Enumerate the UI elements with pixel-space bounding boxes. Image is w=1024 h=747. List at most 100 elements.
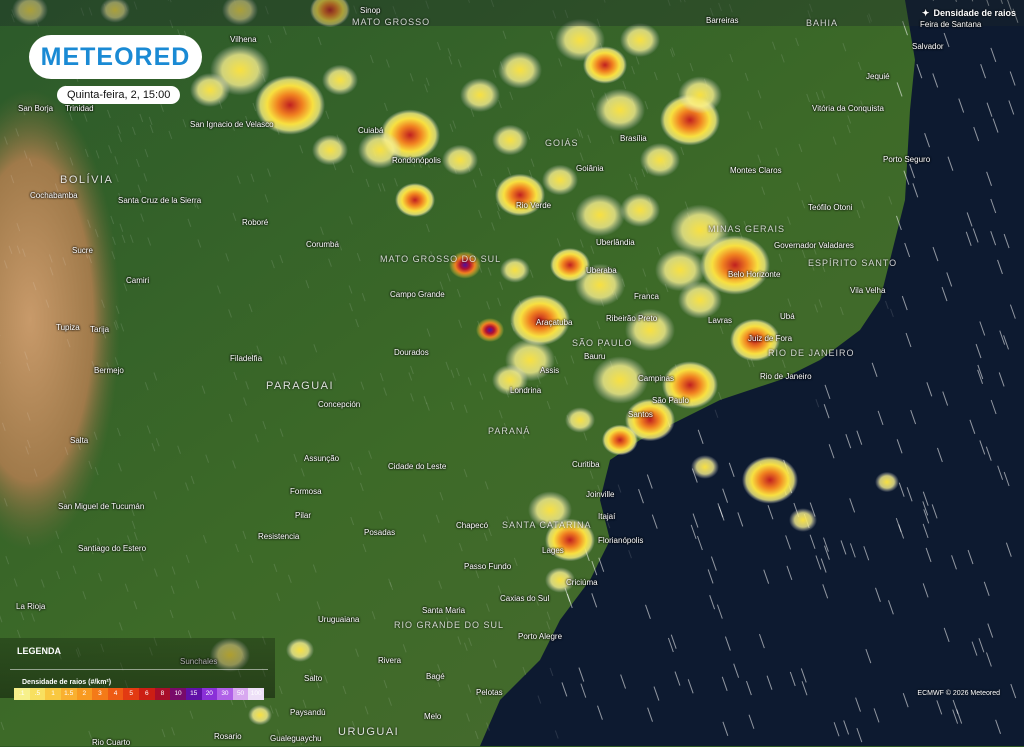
lightning-cell	[620, 193, 660, 227]
city-label: Vitória da Conquista	[812, 104, 884, 113]
city-label: Passo Fundo	[464, 562, 511, 571]
city-label: Franca	[634, 292, 659, 301]
city-label: Vila Velha	[850, 286, 885, 295]
city-label: Pilar	[295, 511, 311, 520]
forecast-time[interactable]: Quinta-feira, 2, 15:00	[57, 86, 180, 104]
top-bar	[0, 0, 1024, 26]
lightning-cell	[476, 318, 504, 342]
city-label: Ubá	[780, 312, 795, 321]
legend-divider	[10, 669, 268, 670]
lightning-cell	[492, 125, 528, 156]
city-label: Porto Alegre	[518, 632, 562, 641]
lightning-cell	[248, 705, 272, 725]
credit: ECMWF © 2026 Meteored	[917, 690, 1000, 697]
city-label: Jequié	[866, 72, 890, 81]
legend-subtitle: Densidade de raios (#/km²)	[22, 679, 111, 686]
legend-swatch: 100	[248, 688, 264, 700]
lightning-cell	[498, 51, 542, 88]
region-label: PARANÁ	[488, 426, 530, 436]
city-label: Bagé	[426, 672, 445, 681]
city-label: Sucre	[72, 246, 93, 255]
city-label: Cochabamba	[30, 191, 78, 200]
lightning-cell	[500, 257, 530, 283]
city-label: Sinop	[360, 6, 380, 15]
city-label: Brasília	[620, 134, 647, 143]
city-label: Uberaba	[586, 266, 617, 275]
legend-swatch: 8	[155, 688, 171, 700]
city-label: Vilhena	[230, 35, 257, 44]
legend-swatch: 3	[92, 688, 108, 700]
city-label: São Paulo	[652, 396, 689, 405]
city-label: Londrina	[510, 386, 541, 395]
city-label: Trinidad	[65, 104, 94, 113]
city-label: Barreiras	[706, 16, 738, 25]
city-label: Cidade do Leste	[388, 462, 446, 471]
country-label: PARAGUAI	[266, 380, 334, 392]
lightning-cell	[322, 65, 358, 96]
lightning-cell	[678, 281, 722, 318]
city-label: Resistencia	[258, 532, 299, 541]
legend-swatch: .5	[30, 688, 46, 700]
legend-swatch: 2	[77, 688, 93, 700]
city-label: Rosario	[214, 732, 242, 741]
legend-swatch: 50	[233, 688, 249, 700]
city-label: Santos	[628, 410, 653, 419]
city-label: La Rioja	[16, 602, 45, 611]
city-label: Feira de Santana	[920, 20, 981, 29]
city-label: Montes Claros	[730, 166, 782, 175]
city-label: Tupiza	[56, 323, 80, 332]
city-label: Formosa	[290, 487, 322, 496]
city-label: Itajaí	[598, 512, 615, 521]
lightning-cell	[691, 455, 719, 479]
layer-selector[interactable]: ✦Densidade de raios	[922, 8, 1016, 19]
lightning-cell	[190, 73, 230, 107]
lightning-cell	[742, 456, 798, 504]
city-label: Lages	[542, 546, 564, 555]
lightning-cell	[460, 78, 500, 112]
legend-swatch: 1	[45, 688, 61, 700]
city-label: Roboré	[242, 218, 268, 227]
legend-swatch: 30	[217, 688, 233, 700]
region-label: MATO GROSSO DO SUL	[380, 254, 501, 264]
city-label: San Borja	[18, 104, 53, 113]
legend-swatch: 5	[123, 688, 139, 700]
city-label: Belo Horizonte	[728, 270, 780, 279]
city-label: Lavras	[708, 316, 732, 325]
city-label: Concepción	[318, 400, 360, 409]
lightning-icon: ✦	[922, 8, 930, 19]
legend-swatch: 6	[139, 688, 155, 700]
region-label: RIO DE JANEIRO	[768, 348, 855, 358]
lightning-cell	[595, 89, 645, 132]
legend-swatch: 20	[202, 688, 218, 700]
city-label: Camiri	[126, 276, 149, 285]
region-label: SANTA CATARINA	[502, 520, 592, 530]
city-label: Tarija	[90, 325, 109, 334]
city-label: Santa Maria	[422, 606, 465, 615]
legend-swatch: 15	[186, 688, 202, 700]
lightning-cell	[565, 407, 595, 433]
city-label: Melo	[424, 712, 441, 721]
city-label: Araçatuba	[536, 318, 572, 327]
city-label: Corumbá	[306, 240, 339, 249]
city-label: Governador Valadares	[774, 241, 854, 250]
lightning-cell	[575, 194, 625, 237]
city-label: Gualeguaychu	[270, 734, 322, 743]
meteored-logo[interactable]: METEORED	[29, 35, 202, 79]
city-label: Rio de Janeiro	[760, 372, 812, 381]
lightning-cell	[620, 23, 660, 57]
country-label: URUGUAI	[338, 726, 399, 738]
city-label: Paysandú	[290, 708, 326, 717]
city-label: Ribeirão Preto	[606, 314, 657, 323]
region-label: MINAS GERAIS	[708, 224, 785, 234]
city-label: Porto Seguro	[883, 155, 930, 164]
region-label: SÃO PAULO	[572, 338, 632, 348]
legend-swatch: .1	[14, 688, 30, 700]
lightning-cell	[789, 508, 817, 532]
city-label: Rio Verde	[516, 201, 551, 210]
lightning-cell	[602, 425, 638, 456]
city-label: Caxias do Sul	[500, 594, 549, 603]
region-label: MATO GROSSO	[352, 17, 430, 27]
city-label: Assis	[540, 366, 559, 375]
